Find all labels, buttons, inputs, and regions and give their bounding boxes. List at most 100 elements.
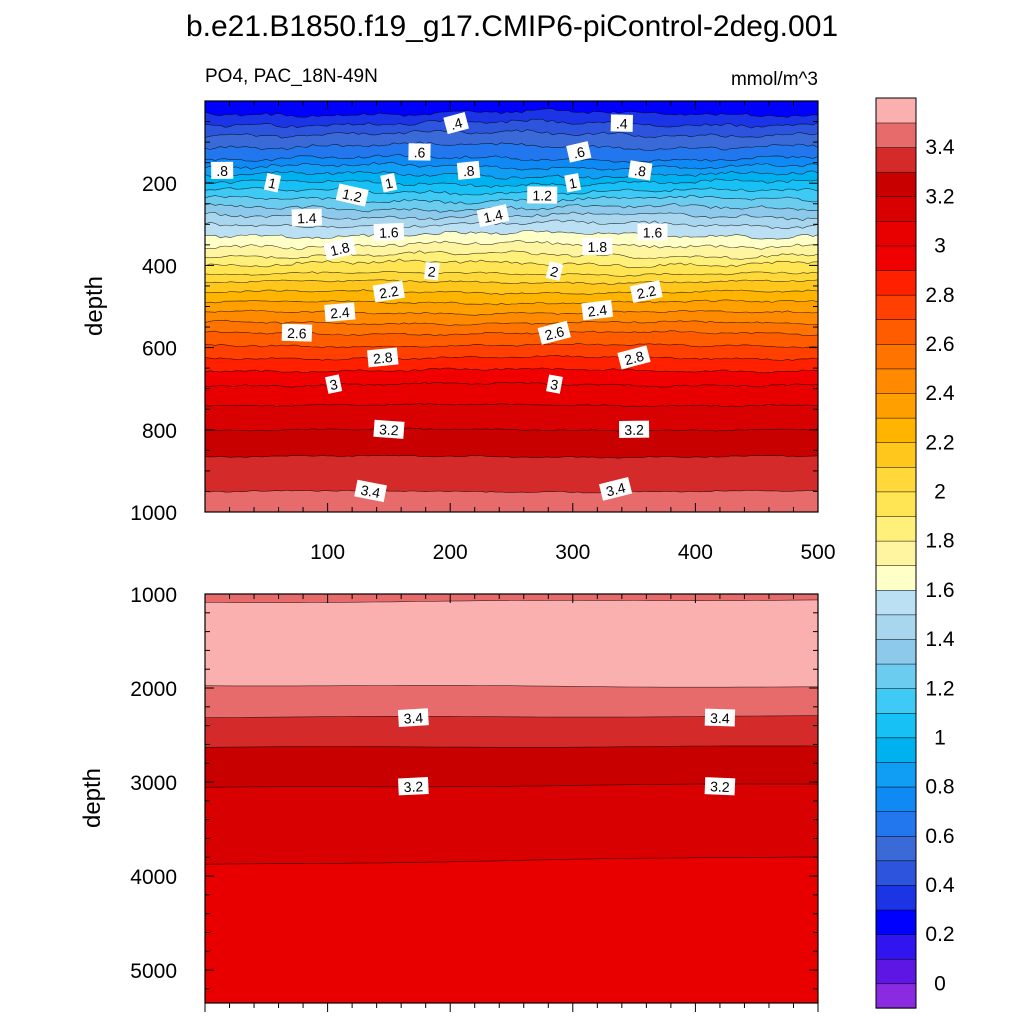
svg-text:3.2: 3.2 (624, 422, 644, 438)
contour-label: 3.2 (704, 777, 736, 796)
svg-text:.8: .8 (633, 162, 647, 180)
colorbar-swatch (875, 146, 917, 173)
colorbar-swatch (875, 589, 917, 616)
contour-label: 3 (325, 374, 343, 394)
contour-line-2.7 (205, 342, 818, 349)
contour-line-2.2 (205, 289, 818, 296)
colorbar-swatch (875, 737, 917, 763)
colorbar-swatch (875, 319, 917, 345)
contour-label: 1 (564, 173, 582, 193)
colorbar-label: 0.2 (925, 923, 954, 946)
colorbar-label: 1.2 (925, 677, 954, 700)
colorbar: 0 0.2 0.4 0.6 0.8 1 1.2 1.4 1.6 1.8 2 2.2 2.4 2.6 2.8 3… (875, 97, 955, 1009)
contour-label: .8 (456, 160, 481, 180)
colorbar-swatch (875, 860, 917, 886)
svg-text:3.4: 3.4 (359, 482, 381, 501)
x-tick-label: 500 (800, 541, 835, 564)
colorbar-swatch (875, 909, 917, 935)
contour-label: 3.4 (354, 479, 387, 503)
contour-label: 2.4 (581, 299, 614, 321)
contour-label: 3.4 (704, 708, 736, 727)
svg-text:1.6: 1.6 (379, 224, 399, 241)
contour-label: 3.2 (619, 420, 650, 438)
colorbar-swatch (875, 663, 917, 689)
colorbar-swatch (875, 958, 917, 985)
colorbar-swatch (875, 122, 917, 148)
colorbar-swatch (875, 269, 917, 296)
contour-line-3.3 (205, 454, 818, 459)
colorbar-swatch (875, 97, 917, 124)
contour-label: 1.2 (527, 186, 558, 204)
contour-line-1.5 (205, 219, 818, 230)
contour-line-0.7 (205, 153, 818, 163)
svg-text:1.2: 1.2 (532, 187, 552, 203)
svg-text:2.4: 2.4 (587, 301, 608, 319)
colorbar-label: 3 (934, 235, 946, 258)
svg-text:1: 1 (567, 175, 578, 192)
contour-label: .4 (610, 114, 633, 132)
contour-band-3.4 (205, 489, 818, 512)
contour-band-3.1 (205, 856, 818, 1003)
contour-label: .8 (211, 161, 234, 180)
colorbar-swatch (875, 294, 917, 321)
contour-label: 1.8 (582, 237, 613, 256)
contour-line-3.3 (205, 745, 818, 748)
colorbar-label: 2.2 (925, 431, 954, 454)
contour-label: 2.2 (629, 280, 663, 303)
svg-text:1.4: 1.4 (297, 210, 317, 227)
contour-label: 1 (380, 172, 398, 193)
colorbar-swatch (875, 417, 917, 443)
contour-line-0.4 (205, 118, 818, 129)
contour-line-0.3 (205, 108, 818, 118)
contour-label: 2.6 (281, 323, 313, 342)
contour-line-3.5 (205, 685, 818, 688)
colorbar-swatch (875, 196, 917, 222)
contour-line-2.9 (205, 367, 818, 374)
y-tick-label: 5000 (130, 960, 177, 983)
contour-line-0.6 (205, 141, 818, 151)
colorbar-swatch (875, 540, 917, 566)
contour-line-2.8 (205, 354, 818, 361)
colorbar-label: 2 (934, 481, 946, 504)
contour-label: .6 (408, 143, 431, 161)
colorbar-label: 0 (934, 972, 946, 995)
contour-label: 2.2 (372, 280, 405, 303)
svg-text:3.4: 3.4 (403, 710, 424, 727)
colorbar-label: 2.4 (925, 382, 955, 405)
colorbar-swatch (875, 835, 917, 862)
contour-label: 1.4 (291, 208, 323, 227)
contour-line-0.9 (205, 170, 818, 180)
contour-label: 1.4 (476, 204, 510, 228)
svg-text:.4: .4 (616, 115, 628, 131)
chart-title: b.e21.B1850.f19_g17.CMIP6-piControl-2deg… (186, 10, 838, 43)
contour-line-2 (205, 271, 818, 277)
svg-text:.6: .6 (571, 143, 586, 161)
svg-text:.8: .8 (462, 162, 475, 179)
contour-label: 2 (545, 261, 564, 282)
contour-label: 2.6 (537, 320, 571, 345)
svg-text:2.2: 2.2 (635, 282, 657, 302)
contour-label: 2.8 (366, 347, 399, 368)
contour-line-1.7 (205, 240, 818, 250)
contour-label: 2.8 (617, 345, 651, 370)
contour-label: 1.2 (335, 183, 369, 207)
contour-line-1.2 (205, 194, 818, 205)
contour-line-1 (205, 178, 818, 188)
svg-text:3.2: 3.2 (403, 778, 423, 795)
x-tick-label: 400 (678, 541, 713, 564)
contour-line-3.5 (205, 599, 818, 603)
variable-title: PO4, PAC_18N-49N (205, 66, 378, 87)
colorbar-swatch (875, 786, 917, 812)
contour-label: 1.6 (373, 222, 405, 242)
y-tick-label: 1000 (130, 584, 177, 607)
contour-line-3.1 (205, 403, 818, 407)
svg-text:.8: .8 (216, 163, 228, 179)
svg-text:2.6: 2.6 (543, 323, 566, 343)
svg-text:3.4: 3.4 (710, 710, 730, 727)
colorbar-swatch (875, 614, 917, 640)
y-tick-label: 600 (142, 338, 177, 361)
colorbar-swatch (875, 688, 917, 714)
contour-label: 1 (263, 172, 282, 193)
colorbar-label: 2.8 (925, 284, 954, 307)
